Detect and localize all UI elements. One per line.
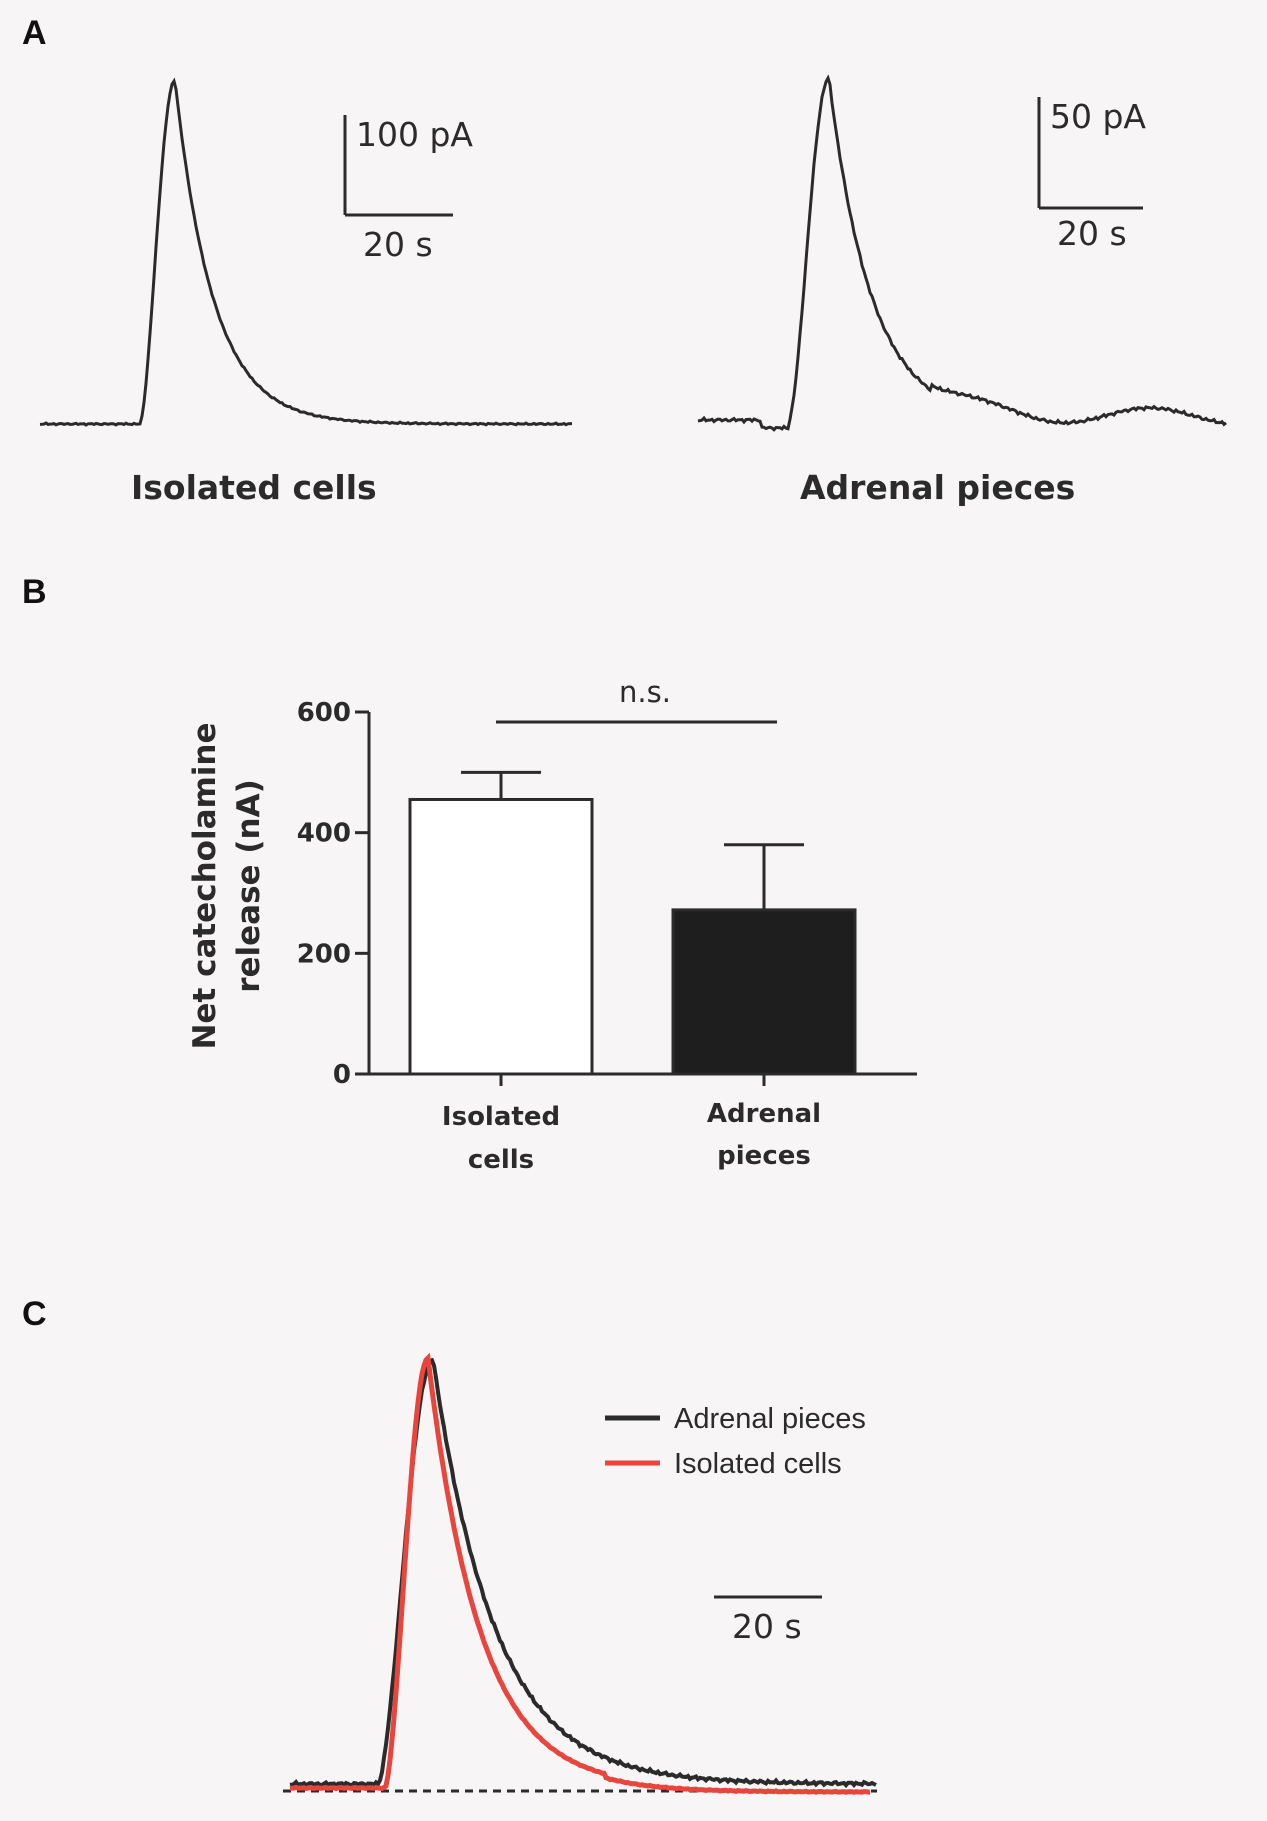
category-label-adrenal-line1: Adrenal xyxy=(707,1099,821,1129)
scale-bar-x-label: 20 s xyxy=(363,225,433,264)
panel-b-letter: B xyxy=(22,573,47,611)
scale-bar-y-label: 100 pA xyxy=(356,115,473,154)
legend: Adrenal pieces Isolated cells xyxy=(605,1403,866,1480)
panel-a-left: 100 pA 20 s Isolated cells xyxy=(39,77,572,507)
scale-bar-x-label: 20 s xyxy=(732,1607,802,1646)
bar-isolated-cells xyxy=(408,797,594,1076)
legend-label-isolated-cells: Isolated cells xyxy=(674,1448,842,1480)
y-axis-title-line2: release (nA) xyxy=(231,779,267,993)
panel-a-right: 50 pA 20 s Adrenal pieces xyxy=(697,74,1227,507)
trace-isolated-cells xyxy=(39,77,572,427)
category-label-adrenal-line2: pieces xyxy=(717,1141,811,1171)
trace-adrenal-pieces xyxy=(289,1357,877,1790)
bar-adrenal-pieces xyxy=(671,908,857,1076)
y-axis-title-line1: Net catecholamine xyxy=(187,722,223,1049)
panel-c-letter: C xyxy=(22,1295,47,1333)
panel-a-letter: A xyxy=(22,14,47,52)
trace-label: Isolated cells xyxy=(131,468,377,507)
y-tick-label: 0 xyxy=(333,1060,351,1090)
category-label-isolated-line2: cells xyxy=(468,1145,534,1175)
legend-label-adrenal-pieces: Adrenal pieces xyxy=(674,1403,866,1435)
trace-isolated-cells xyxy=(289,1352,871,1795)
y-tick-label: 600 xyxy=(297,698,351,728)
trace-label: Adrenal pieces xyxy=(800,468,1075,507)
significance-label: n.s. xyxy=(619,675,671,709)
scale-bar-x-label: 20 s xyxy=(1057,214,1127,253)
y-tick-label: 400 xyxy=(297,819,351,849)
trace-adrenal-pieces xyxy=(697,74,1227,432)
scale-bar-y-label: 50 pA xyxy=(1050,97,1146,136)
panel-b-bar-chart: Net catecholamine release (nA) 0 200 400 60… xyxy=(187,675,917,1175)
category-label-isolated-line1: Isolated xyxy=(442,1102,560,1132)
y-tick-label: 200 xyxy=(297,939,351,969)
panel-c-overlay: Adrenal pieces Isolated cells 20 s xyxy=(283,1352,877,1795)
